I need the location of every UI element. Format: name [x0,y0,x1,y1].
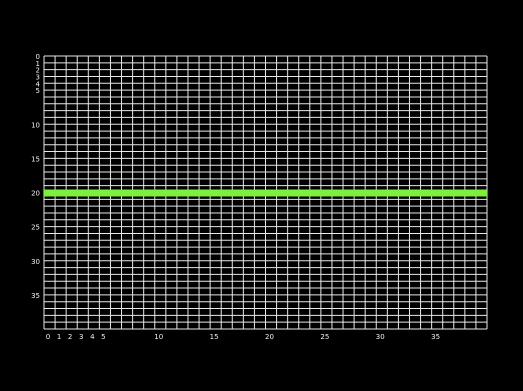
x-axis-labels: 0 1 2 3 4 5 10 15 20 25 30 35 [46,333,440,341]
x-tick-label: 1 [57,333,61,341]
x-tick-label: 0 [46,333,50,341]
y-tick-label: 3 [36,73,40,81]
x-tick-label: 3 [79,333,83,341]
y-tick-label: 30 [31,258,40,266]
highlight-bar [44,189,487,197]
x-tick-label: 5 [101,333,105,341]
y-tick-label: 10 [31,121,40,129]
y-tick-label: 1 [36,60,40,68]
x-tick-label: 4 [90,333,95,341]
y-tick-label: 2 [36,67,40,75]
y-tick-label: 20 [31,190,40,198]
y-tick-label: 5 [36,87,40,95]
x-tick-label: 30 [376,333,385,341]
highlighted-row [44,189,487,197]
x-tick-label: 25 [320,333,329,341]
y-tick-label: 4 [36,80,41,88]
y-tick-label: 0 [36,53,40,61]
y-tick-label: 25 [31,224,40,232]
y-tick-label: 15 [31,155,40,163]
x-tick-label: 2 [68,333,72,341]
x-tick-label: 20 [265,333,274,341]
x-tick-label: 10 [154,333,163,341]
x-tick-label: 15 [210,333,219,341]
x-tick-label: 35 [431,333,440,341]
y-tick-label: 35 [31,292,40,300]
horizontal-grid-lines [44,55,487,330]
